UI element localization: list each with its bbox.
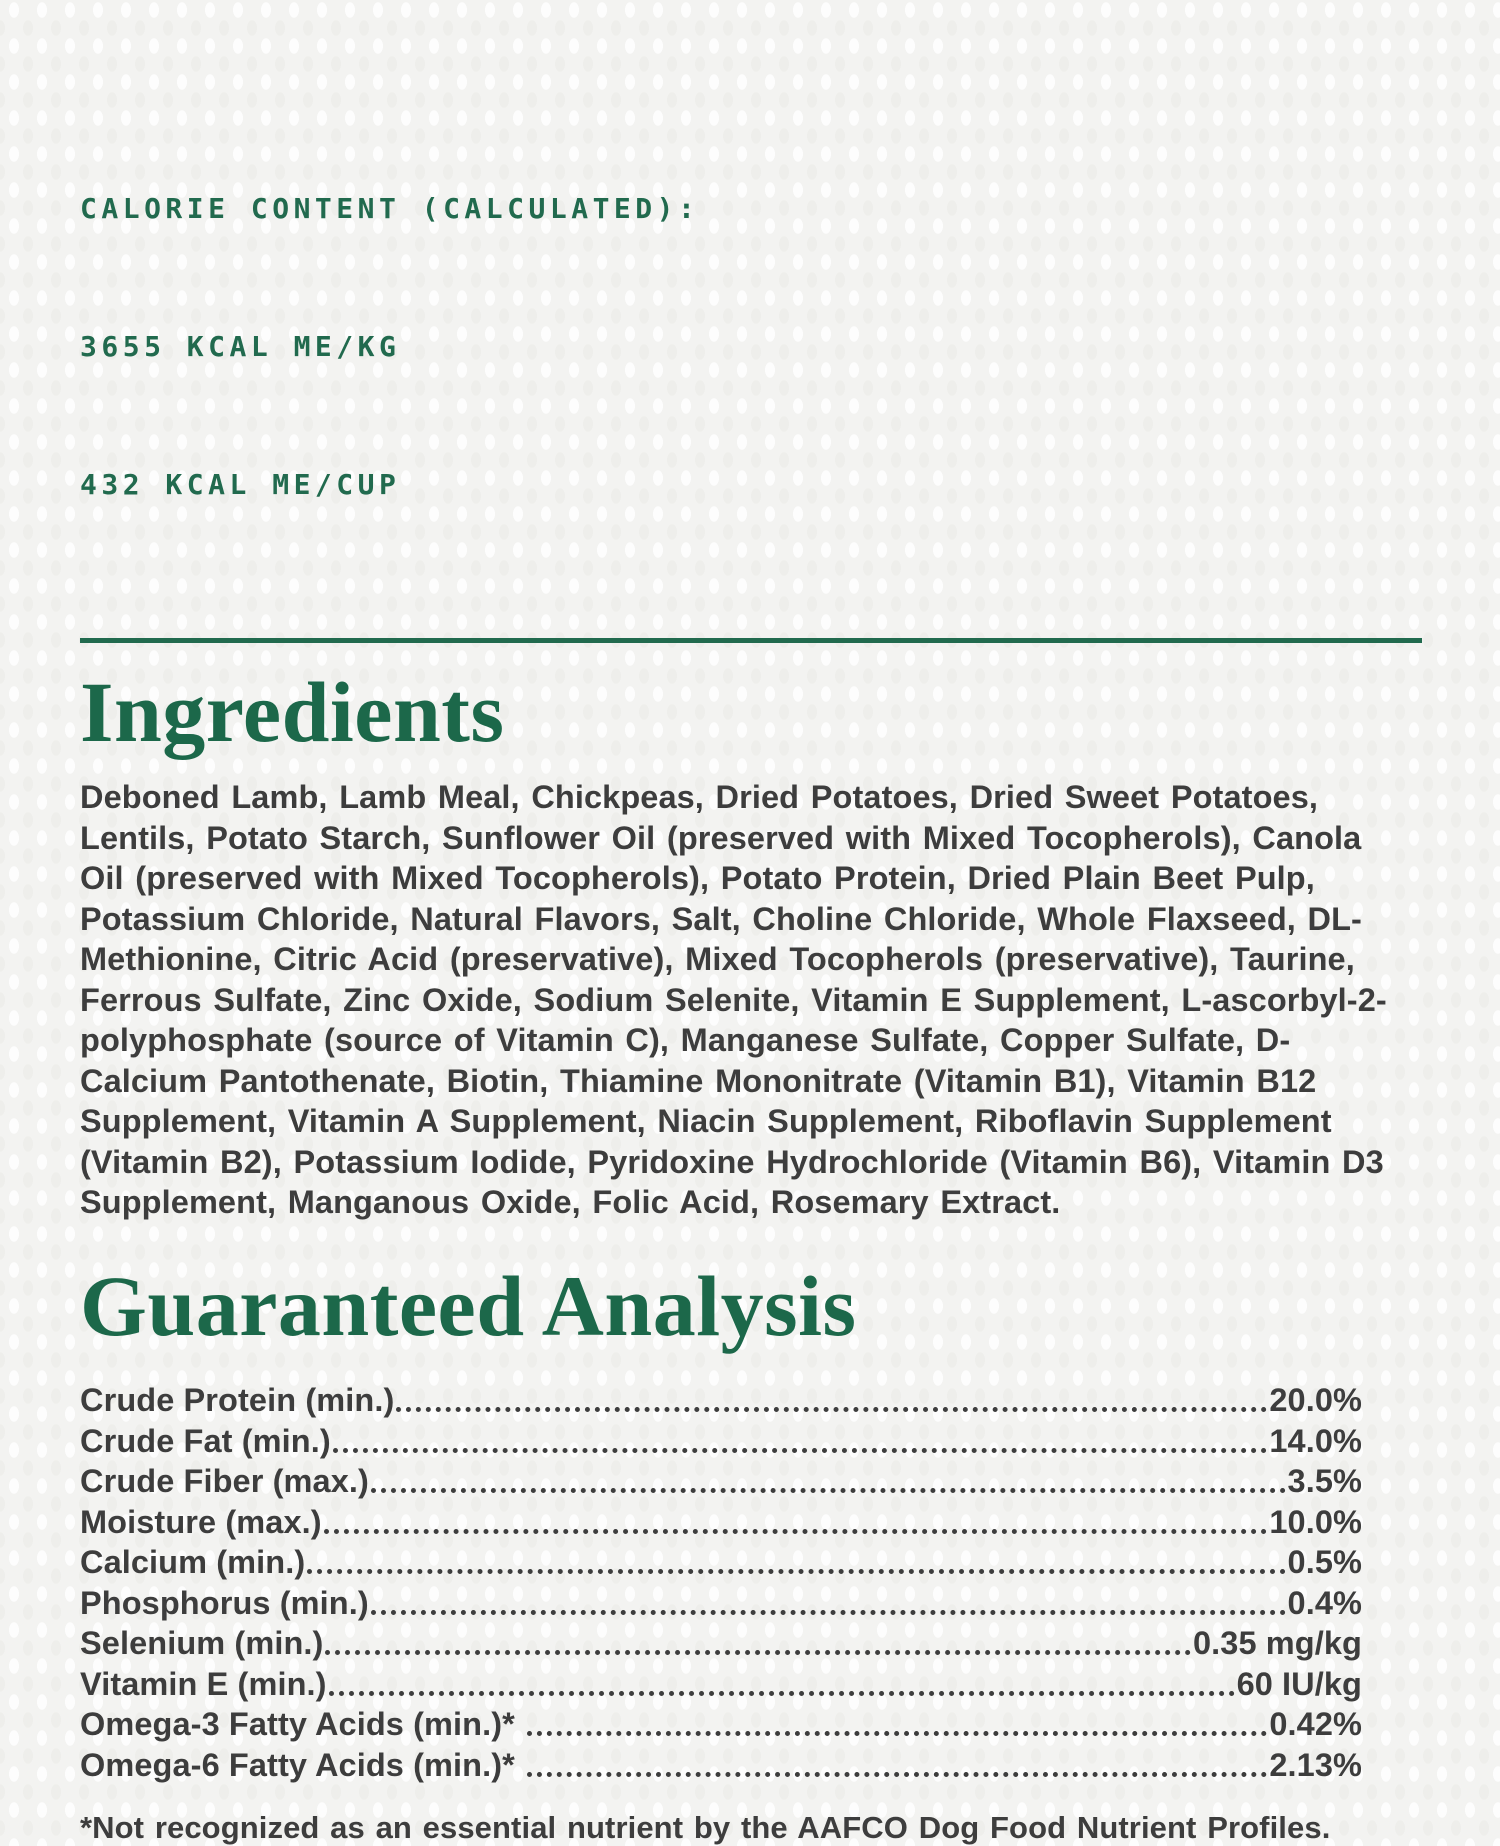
analysis-row-value: 0.5% bbox=[1287, 1544, 1362, 1580]
dotted-leader bbox=[328, 1690, 1235, 1696]
aafco-footnote: *Not recognized as an essential nutrient… bbox=[80, 1809, 1331, 1845]
dotted-leader bbox=[332, 1447, 1268, 1453]
analysis-row-label: Moisture (max.) bbox=[80, 1503, 322, 1540]
analysis-row-omega-3: Omega-3 Fatty Acids (min.)* 0.42% bbox=[80, 1703, 1362, 1744]
analysis-row-value: 20.0% bbox=[1269, 1382, 1362, 1418]
dotted-leader bbox=[325, 1650, 1191, 1655]
section-divider-rule bbox=[80, 638, 1422, 643]
calorie-kcal-per-cup: 432 KCAL ME/CUP bbox=[80, 468, 401, 501]
analysis-row-label: Crude Protein (min.) bbox=[80, 1382, 395, 1418]
analysis-row-label: Crude Fat (min.) bbox=[80, 1422, 331, 1459]
pet-food-label: CALORIE CONTENT (CALCULATED): 3655 KCAL … bbox=[80, 94, 1422, 1845]
dotted-leader bbox=[370, 1488, 1286, 1493]
calorie-kcal-per-kg: 3655 KCAL ME/KG bbox=[80, 330, 401, 363]
analysis-row-label: Vitamin E (min.) bbox=[80, 1665, 327, 1702]
analysis-row-label: Crude Fiber (max.) bbox=[80, 1463, 369, 1499]
dotted-leader bbox=[370, 1609, 1286, 1615]
dotted-leader bbox=[526, 1731, 1268, 1736]
guaranteed-analysis-table: Crude Protein (min.) 20.0% Crude Fat (mi… bbox=[80, 1379, 1362, 1784]
analysis-row-crude-fiber: Crude Fiber (max.) 3.5% bbox=[80, 1460, 1362, 1501]
analysis-row-value: 60 IU/kg bbox=[1236, 1665, 1362, 1702]
analysis-row-crude-fat: Crude Fat (min.) 14.0% bbox=[80, 1419, 1362, 1460]
analysis-row-phosphorus: Phosphorus (min.) 0.4% bbox=[80, 1581, 1362, 1622]
analysis-row-label: Omega-3 Fatty Acids (min.)* bbox=[80, 1706, 515, 1742]
dotted-leader bbox=[526, 1771, 1268, 1777]
analysis-row-calcium: Calcium (min.) 0.5% bbox=[80, 1541, 1362, 1582]
analysis-row-vitamin-e: Vitamin E (min.) 60 IU/kg bbox=[80, 1662, 1362, 1703]
dotted-leader bbox=[323, 1528, 1268, 1534]
analysis-row-crude-protein: Crude Protein (min.) 20.0% bbox=[80, 1379, 1362, 1420]
analysis-row-value: 0.42% bbox=[1269, 1706, 1362, 1742]
calorie-content-block: CALORIE CONTENT (CALCULATED): 3655 KCAL … bbox=[80, 94, 1422, 600]
analysis-row-label: Omega-6 Fatty Acids (min.)* bbox=[80, 1746, 515, 1783]
analysis-row-value: 2.13% bbox=[1269, 1746, 1362, 1783]
analysis-row-selenium: Selenium (min.) 0.35 mg/kg bbox=[80, 1622, 1362, 1663]
guaranteed-analysis-heading: Guaranteed Analysis bbox=[80, 1257, 857, 1354]
ingredients-text: Deboned Lamb, Lamb Meal, Chickpeas, Drie… bbox=[80, 779, 1387, 1220]
analysis-row-value: 0.4% bbox=[1287, 1584, 1362, 1621]
ingredients-heading: Ingredients bbox=[80, 664, 505, 760]
analysis-row-value: 10.0% bbox=[1269, 1503, 1362, 1540]
calorie-content-title: CALORIE CONTENT (CALCULATED): bbox=[80, 192, 700, 225]
analysis-row-label: Calcium (min.) bbox=[80, 1544, 306, 1580]
analysis-row-omega-6: Omega-6 Fatty Acids (min.)* 2.13% bbox=[80, 1743, 1362, 1784]
analysis-row-label: Selenium (min.) bbox=[80, 1625, 324, 1661]
analysis-row-value: 3.5% bbox=[1287, 1463, 1362, 1499]
analysis-row-label: Phosphorus (min.) bbox=[80, 1584, 369, 1621]
dotted-leader bbox=[396, 1407, 1268, 1412]
analysis-row-value: 0.35 mg/kg bbox=[1193, 1625, 1362, 1661]
analysis-row-moisture: Moisture (max.) 10.0% bbox=[80, 1500, 1362, 1541]
dotted-leader bbox=[307, 1569, 1286, 1574]
analysis-row-value: 14.0% bbox=[1269, 1422, 1362, 1459]
